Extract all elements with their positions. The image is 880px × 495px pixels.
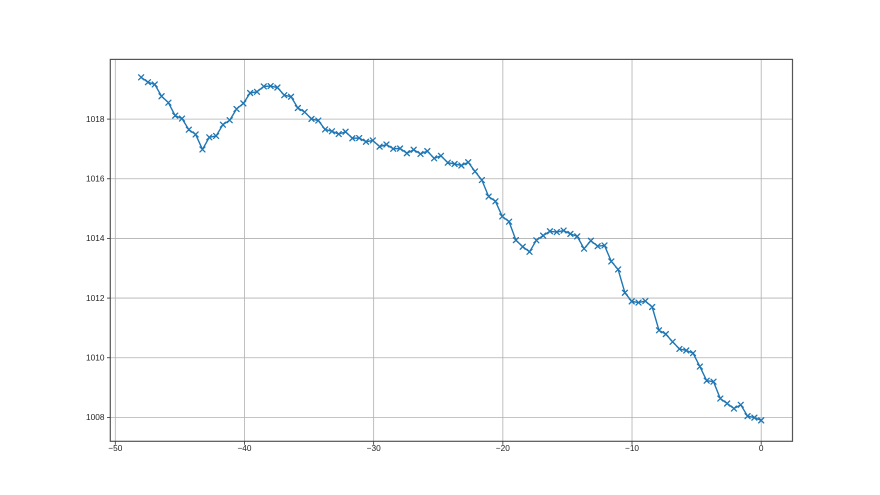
svg-text:1012: 1012 xyxy=(86,293,105,303)
svg-text:1018: 1018 xyxy=(86,114,105,124)
svg-text:1014: 1014 xyxy=(86,233,105,243)
svg-text:1016: 1016 xyxy=(86,174,105,184)
svg-text:1010: 1010 xyxy=(86,352,105,362)
svg-text:1008: 1008 xyxy=(86,412,105,422)
